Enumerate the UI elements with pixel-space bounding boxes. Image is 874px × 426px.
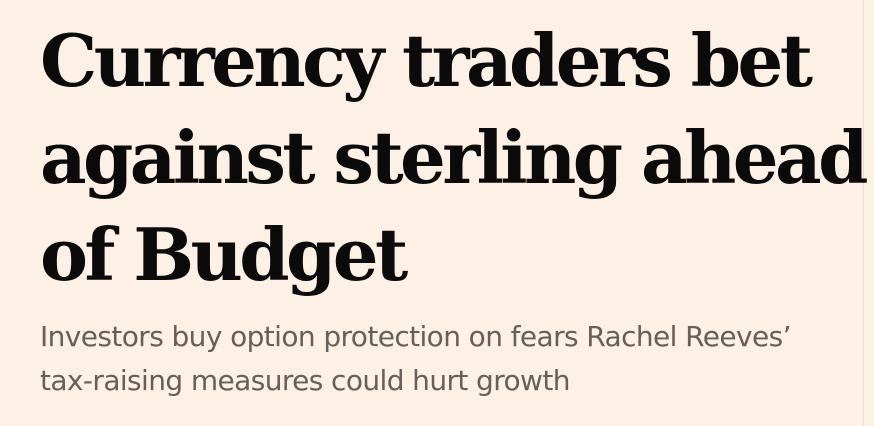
- standfirst: Investors buy option protection on fears…: [40, 315, 860, 403]
- headline: Currency traders bet against sterling ah…: [40, 0, 868, 303]
- article-header: Currency traders bet against sterling ah…: [40, 0, 868, 403]
- standfirst-line: tax-raising measures could hurt growth: [40, 364, 570, 397]
- headline-line: Currency traders bet: [40, 18, 813, 103]
- standfirst-line: Investors buy option protection on fears…: [40, 320, 791, 353]
- headline-line: of Budget: [40, 212, 408, 297]
- page-edge-divider: [863, 0, 864, 426]
- headline-line: against sterling ahead: [40, 115, 868, 200]
